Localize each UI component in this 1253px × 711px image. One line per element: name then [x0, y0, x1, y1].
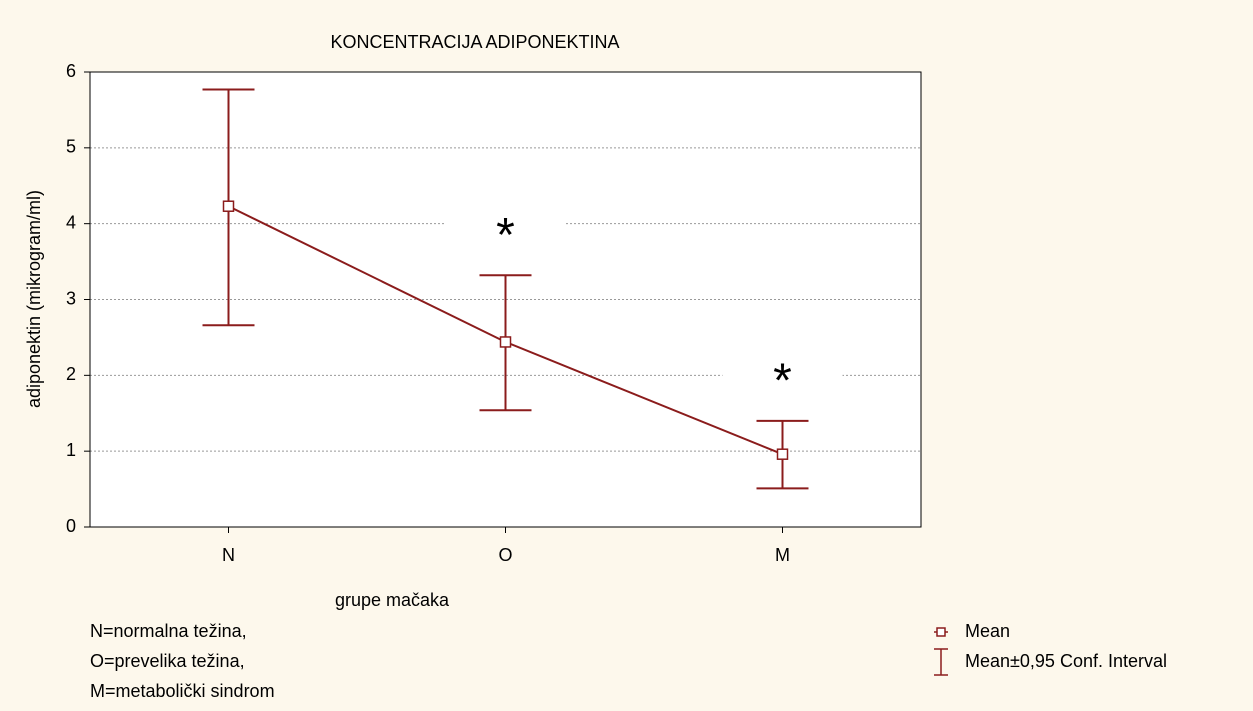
legend-label: Mean — [965, 621, 1010, 641]
legend-marker — [936, 627, 946, 637]
y-tick-label: 0 — [66, 516, 76, 536]
note: O=prevelika težina, — [90, 651, 245, 671]
legend-label: Mean±0,95 Conf. Interval — [965, 651, 1167, 671]
y-tick-label: 4 — [66, 212, 76, 232]
plot-frame — [89, 71, 922, 528]
y-tick-label: 5 — [66, 137, 76, 157]
note: M=metabolički sindrom — [90, 681, 275, 701]
y-tick-label: 2 — [66, 364, 76, 384]
mean-marker — [222, 200, 235, 212]
x-tick-label: N — [222, 545, 235, 565]
x-axis-label: grupe mačaka — [335, 590, 450, 610]
y-tick-label: 1 — [66, 440, 76, 460]
note: N=normalna težina, — [90, 621, 247, 641]
annotation: * — [773, 355, 792, 408]
y-axis-label: adiponektin (mikrogram/ml) — [24, 190, 44, 408]
mean-marker — [776, 448, 789, 460]
x-tick-label: O — [498, 545, 512, 565]
annotation-bg — [445, 214, 566, 247]
y-tick-label: 3 — [66, 288, 76, 308]
legend-errorbar — [934, 648, 948, 676]
chart-title: KONCENTRACIJA ADIPONEKTINA — [330, 32, 619, 52]
annotation-bg — [722, 359, 843, 392]
mean-marker — [499, 336, 512, 348]
y-tick-label: 6 — [66, 61, 76, 81]
annotation: * — [496, 209, 515, 262]
x-tick-label: M — [775, 545, 790, 565]
